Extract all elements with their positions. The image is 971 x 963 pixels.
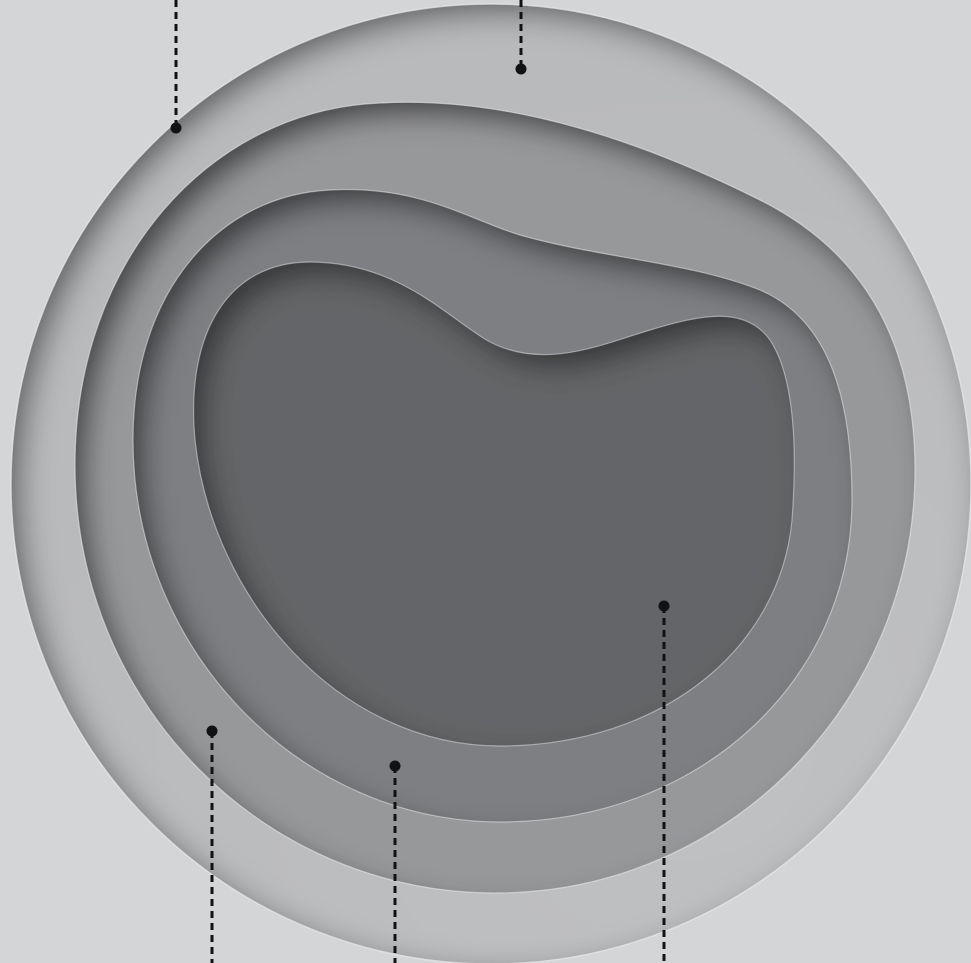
callout-dot-bottom-right	[658, 600, 670, 612]
callout-dot-top-center	[515, 63, 527, 75]
callout-dot-bottom-left	[206, 725, 218, 737]
core-layer	[193, 261, 795, 747]
callout-dot-bottom-center	[389, 760, 401, 772]
callout-dots	[170, 63, 670, 772]
callout-dot-top-left	[170, 122, 182, 134]
callout-lines	[174, 0, 666, 963]
